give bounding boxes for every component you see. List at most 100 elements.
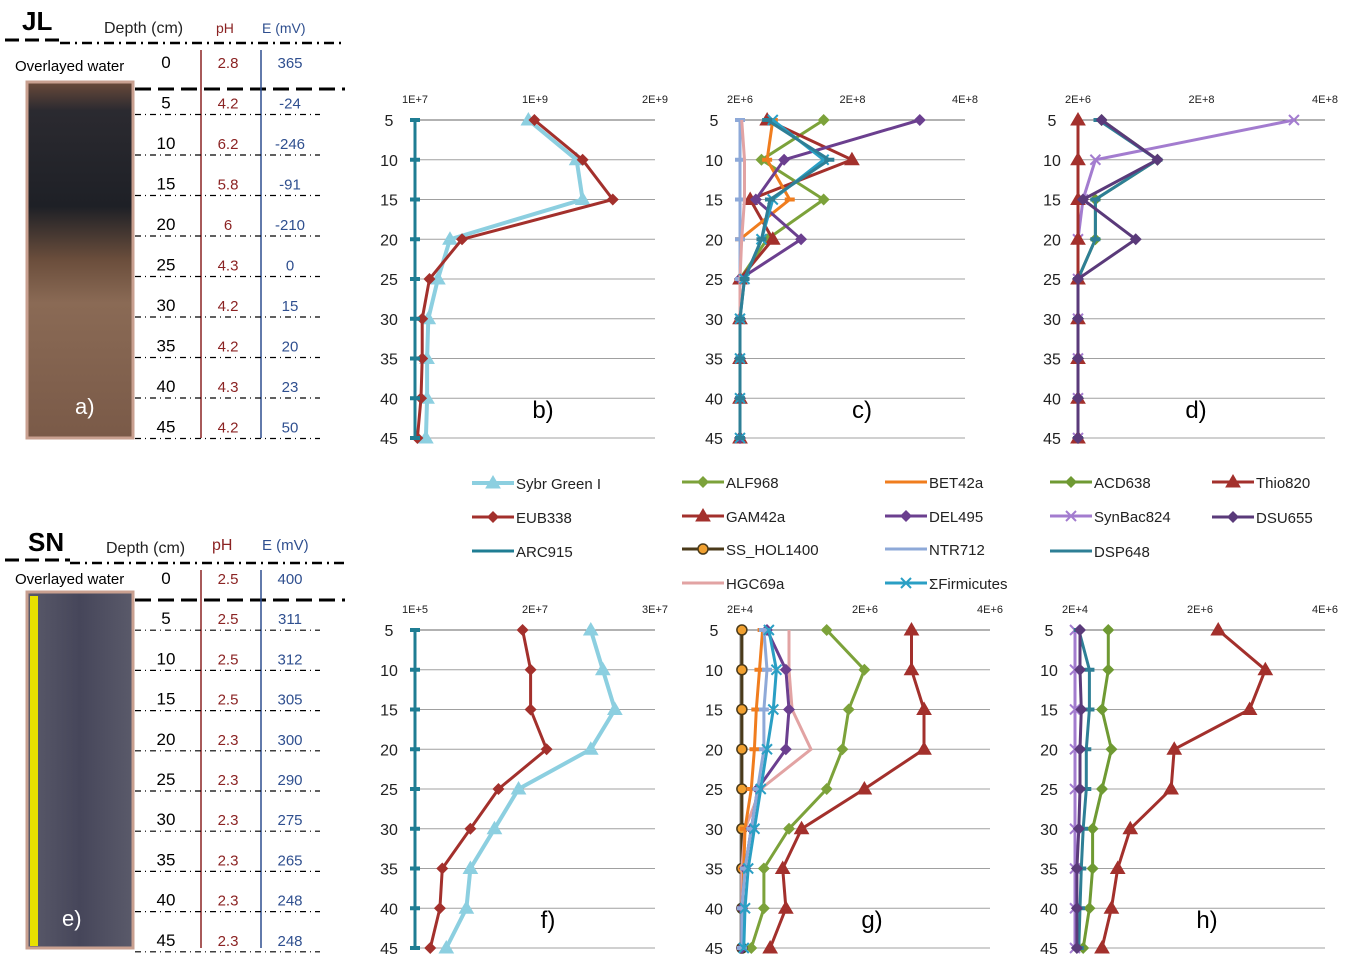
- ph-value: 2.8: [218, 55, 239, 72]
- x-tick-label: 1E+9: [522, 94, 548, 106]
- eh-value: -91: [279, 177, 301, 194]
- data-point: [758, 747, 769, 752]
- ph-value: 2.5: [218, 692, 239, 709]
- ph-value: 2.5: [218, 571, 239, 588]
- y-tick-label: 30: [380, 312, 398, 329]
- data-point: [762, 940, 779, 954]
- data-point: [749, 747, 760, 752]
- data-point: [458, 900, 475, 914]
- depth-value: 35: [157, 850, 176, 869]
- data-point: [735, 157, 745, 162]
- eh-value: -210: [275, 217, 305, 234]
- ph-value: 2.3: [218, 812, 239, 829]
- data-point: [1074, 783, 1087, 795]
- data-point: [746, 787, 757, 791]
- data-point: [740, 826, 751, 831]
- data-point: [735, 436, 745, 440]
- depth-value: 0: [161, 569, 170, 588]
- depth-value: 5: [161, 609, 170, 628]
- data-point: [842, 703, 855, 716]
- depth-value: 25: [157, 770, 176, 789]
- y-tick-label: 45: [705, 431, 723, 448]
- data-point: [415, 392, 428, 405]
- ph-value: 2.3: [218, 852, 239, 869]
- data-point: [1129, 233, 1142, 246]
- data-point: [739, 902, 751, 914]
- core-rows: 0 2.8 365 5 4.2 -24 10 6.2 -246 15 5.8 -91 20 6 -210 25…: [135, 53, 320, 440]
- data-point: [464, 822, 477, 835]
- ph-value: 5.8: [218, 177, 239, 194]
- depth-value: 20: [157, 215, 176, 234]
- y-tick-label: 15: [705, 703, 723, 720]
- data-point: [782, 703, 795, 716]
- data-point: [1070, 112, 1086, 126]
- chart-panel: 5 10 15 20 25 30 35 40 45 2E+6 2E+8 4E+8: [705, 94, 978, 448]
- depth-value: 40: [157, 891, 176, 910]
- x-tick-label: 2E+8: [1189, 94, 1215, 106]
- depth-value: 45: [157, 931, 176, 950]
- data-point: [736, 946, 747, 950]
- ph-header: pH: [212, 537, 232, 554]
- data-point: [820, 783, 833, 795]
- y-tick-label: 5: [710, 623, 719, 640]
- data-point: [410, 787, 420, 791]
- legend-label: SynBac824: [1094, 509, 1171, 526]
- eh-value: 0: [286, 258, 294, 275]
- data-point: [695, 508, 711, 522]
- legend-label: ΣFirmicutes: [929, 576, 1007, 593]
- legend-item: DEL495: [885, 509, 983, 526]
- data-point: [1075, 703, 1088, 716]
- depth-header: Depth (cm): [106, 540, 185, 557]
- data-point: [900, 510, 912, 522]
- eh-value: -246: [275, 136, 305, 153]
- data-point: [779, 663, 792, 676]
- data-point: [817, 114, 830, 126]
- data-point: [1070, 231, 1086, 245]
- legend-item: ALF968: [682, 475, 779, 492]
- data-point: [736, 664, 748, 676]
- legend-label: DSP648: [1094, 544, 1150, 561]
- data-point: [410, 316, 420, 321]
- data-point: [735, 237, 745, 242]
- data-point: [424, 942, 437, 954]
- data-point: [844, 151, 860, 166]
- x-tick-label: 2E+8: [840, 94, 866, 106]
- data-point: [1072, 352, 1084, 365]
- y-tick-label: 30: [705, 312, 723, 329]
- data-point: [1086, 822, 1099, 835]
- depth-value: 30: [157, 810, 176, 829]
- data-point: [416, 312, 429, 325]
- data-point: [1084, 707, 1095, 712]
- data-point: [745, 942, 758, 954]
- eh-value: 15: [282, 298, 299, 315]
- legend-label: ACD638: [1094, 475, 1151, 492]
- y-tick-label: 10: [380, 663, 398, 680]
- x-tick-label: 2E+6: [727, 94, 753, 106]
- data-point: [1072, 432, 1084, 444]
- ph-value: 2.3: [218, 933, 239, 950]
- x-tick-label: 1E+7: [402, 94, 428, 106]
- data-point: [749, 193, 762, 206]
- ph-value: 4.2: [218, 339, 239, 356]
- x-tick-label: 1E+5: [402, 604, 428, 616]
- data-point: [1225, 474, 1241, 488]
- y-tick-label: 25: [380, 272, 398, 289]
- data-point: [824, 157, 835, 162]
- data-point: [817, 193, 830, 206]
- data-point: [836, 743, 849, 756]
- core-panel-jl: JL Depth (cm) pH E (mV) Overlayed water …: [5, 6, 345, 440]
- x-tick-label: 2E+7: [522, 604, 548, 616]
- y-tick-label: 5: [1045, 623, 1054, 640]
- data-point: [779, 743, 792, 756]
- data-point: [486, 820, 503, 835]
- data-point: [913, 114, 926, 126]
- data-point: [761, 743, 773, 755]
- y-tick-label: 10: [1040, 663, 1058, 680]
- legend-label: EUB338: [516, 510, 572, 527]
- legend-item: ACD638: [1050, 475, 1151, 492]
- data-point: [746, 826, 757, 831]
- data-point: [433, 902, 446, 915]
- data-point: [758, 707, 769, 712]
- data-point: [735, 118, 745, 122]
- legend-label: Sybr Green I: [516, 476, 601, 493]
